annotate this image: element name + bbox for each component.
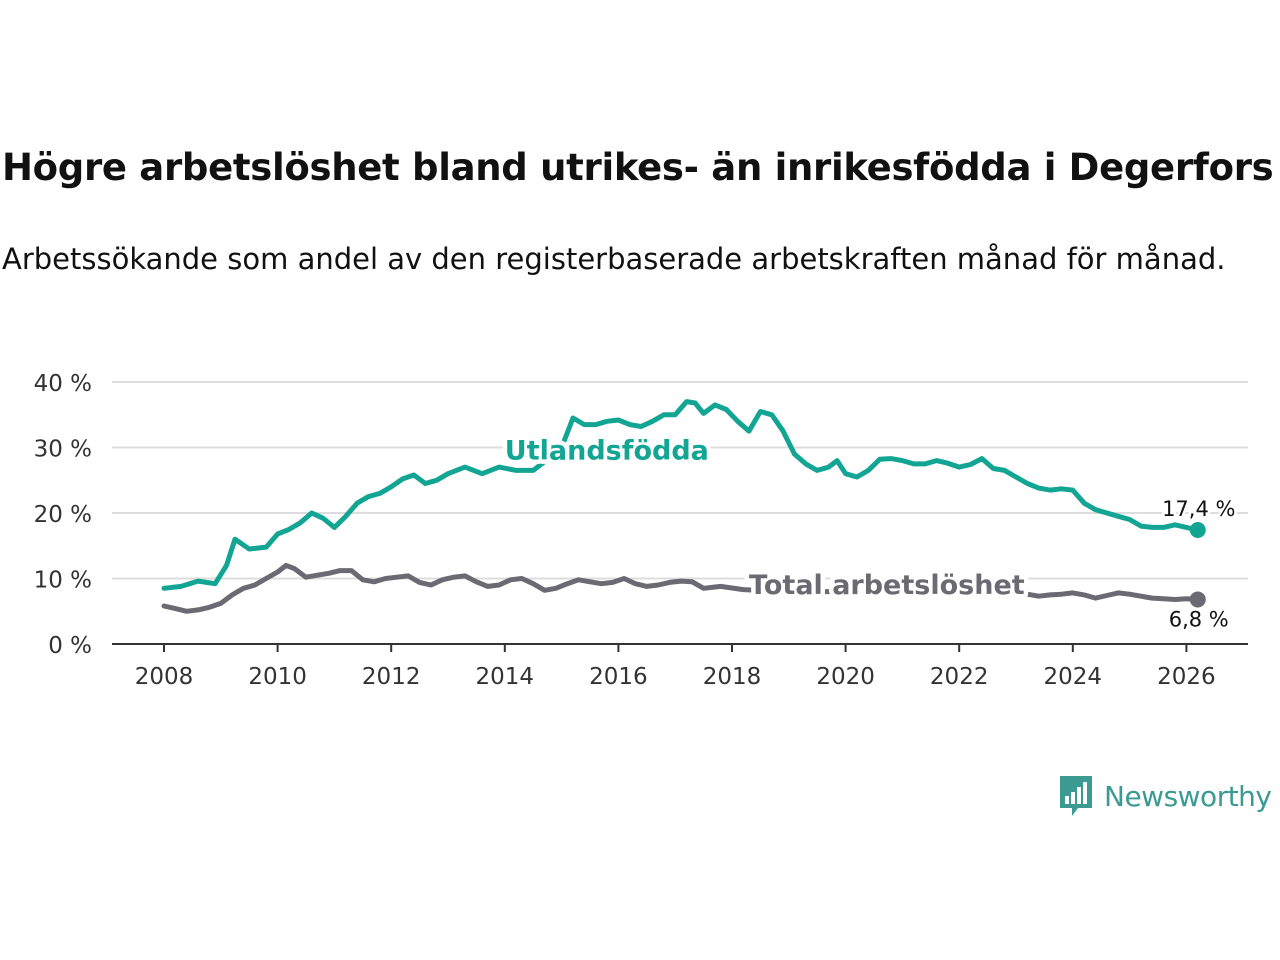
y-tick-label: 10 %: [34, 568, 92, 594]
x-tick-label: 2016: [589, 664, 648, 690]
chart-subtitle: Arbetssökande som andel av den registerb…: [2, 242, 1226, 276]
bar-chart-speech-bubble-icon: [1060, 776, 1092, 816]
x-tick-label: 2018: [703, 664, 762, 690]
x-tick-label: 2026: [1157, 664, 1216, 690]
series-annotations: Utlandsfödda Total arbetslöshet: [500, 431, 1029, 606]
gridlines: [112, 381, 1248, 580]
x-tick-label: 2020: [816, 664, 875, 690]
x-tick-label: 2022: [930, 664, 989, 690]
series-end-label-1: 6,8 %: [1169, 607, 1229, 631]
x-tick-label: 2024: [1044, 664, 1103, 690]
series-line-0: [161, 399, 1201, 591]
series-end-marker-1: [1189, 591, 1206, 608]
series-end-label-0: 17,4 %: [1162, 497, 1235, 521]
y-tick-label: 30 %: [34, 437, 92, 463]
chart-title: Högre arbetslöshet bland utrikes- än inr…: [2, 146, 1274, 189]
series-line-1: [161, 562, 1201, 614]
y-tick-label: 0 %: [48, 633, 92, 659]
series-lines: 17,4 % 6,8 %: [161, 399, 1238, 634]
y-tick-label: 40 %: [34, 371, 92, 397]
series-annotation-0: Utlandsfödda: [505, 435, 709, 466]
series-annotation-1: Total arbetslöshet: [749, 570, 1025, 601]
x-tick-label: 2008: [135, 664, 194, 690]
y-axis-tick-labels: 0 % 10 % 20 % 30 % 40 %: [34, 371, 92, 659]
logo-text: Newsworthy: [1104, 779, 1272, 813]
x-tick-label: 2012: [362, 664, 421, 690]
series-end-marker-0: [1189, 522, 1206, 539]
x-tick-label: 2010: [248, 664, 307, 690]
newsworthy-logo: Newsworthy: [1058, 774, 1272, 818]
y-tick-label: 20 %: [34, 502, 92, 528]
x-tick-label: 2014: [476, 664, 535, 690]
x-axis: 2008 2010 2012 2014 2016 2018 2020 2022 2024 2026: [112, 643, 1248, 690]
